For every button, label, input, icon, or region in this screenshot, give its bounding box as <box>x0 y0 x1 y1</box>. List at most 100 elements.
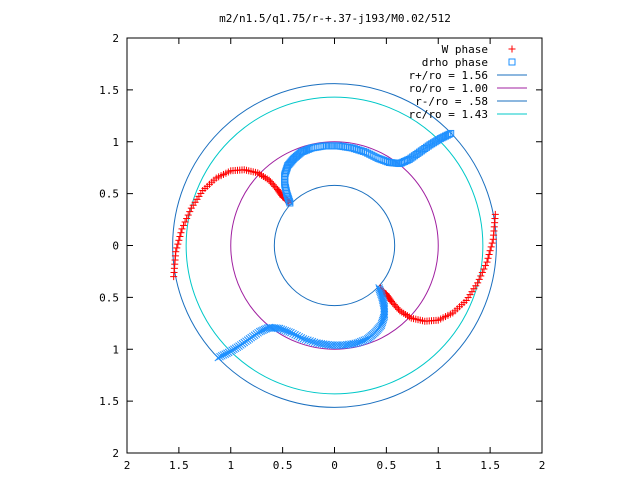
point-2-19-shape <box>447 129 455 137</box>
point-3-10-3-b <box>306 337 314 345</box>
point-3-11-4-b <box>291 330 299 339</box>
point-1-1-5 <box>484 254 492 262</box>
point-0-1-5 <box>177 229 185 237</box>
point-1-2-2 <box>480 265 488 273</box>
point-3-9-2-b <box>322 340 330 349</box>
point-3-0-4-b <box>377 290 386 299</box>
point-3-18-5 <box>216 352 224 361</box>
point-3-1 <box>378 293 387 302</box>
circle-7 <box>185 96 484 395</box>
x-tick-label-3: 0.5 <box>273 459 293 472</box>
axis-ticks: 2 1.5 1 0.5 0 0.5 1 1.5 221.510.500.511.52 <box>99 32 545 472</box>
point-3-10-1 <box>310 338 319 347</box>
point-3-0-5-b <box>377 291 386 300</box>
y-tick-label-1: 1.5 <box>99 84 119 97</box>
x-tick-label-5: 0.5 <box>376 459 396 472</box>
circle-4 <box>172 83 497 408</box>
point-3-2-5 <box>380 310 389 319</box>
x-tick-label-1: 1.5 <box>169 459 189 472</box>
point-3-10-4-b <box>304 336 312 345</box>
point-0-1-2 <box>174 240 182 248</box>
y-tick-label-5: 0.5 <box>99 291 119 304</box>
point-3-1-2 <box>379 296 387 305</box>
point-3-10-b <box>313 339 321 347</box>
point-3-10-2-b <box>308 337 317 346</box>
point-3-11-4 <box>291 330 299 339</box>
point-2-10-1 <box>350 145 358 153</box>
legend-sample-0 <box>508 45 516 53</box>
point-3-11-1 <box>297 333 306 342</box>
point-2-10-3 <box>355 146 363 154</box>
point-1-1-2 <box>487 243 495 251</box>
x-tick-label-8: 2 <box>539 459 546 472</box>
legend-sample-1-shape <box>508 58 516 66</box>
point-3-9-1-b <box>324 340 332 349</box>
point-3-10-1-b <box>310 338 319 347</box>
x-tick-label-7: 1.5 <box>480 459 500 472</box>
point-2-19 <box>447 129 455 137</box>
point-3-10-3 <box>306 337 314 345</box>
legend-label-3: ro/ro = 1.00 <box>409 82 488 95</box>
point-3-11-5-b <box>289 329 297 338</box>
point-3-12-3-b <box>281 326 290 335</box>
point-3-0-2-b <box>376 287 385 296</box>
x-tick-label-6: 1 <box>435 459 442 472</box>
legend-label-2: r+/ro = 1.56 <box>409 69 488 82</box>
point-3-1-2-b <box>379 296 387 305</box>
point-3-1-1 <box>378 295 387 303</box>
point-1-1-3 <box>486 247 494 255</box>
point-3-12-2-b <box>283 327 291 336</box>
point-1-1-1 <box>488 239 496 247</box>
point-2-12-5-shape <box>384 158 392 166</box>
point-3-1-b <box>378 293 387 302</box>
point-3-11-3 <box>293 331 302 340</box>
chart-title: m2/n1.5/q1.75/r-+.37-j193/M0.02/512 <box>219 12 451 25</box>
point-3-11-1-b <box>297 333 306 342</box>
point-2-10-4-shape <box>357 147 365 155</box>
point-3-11-2 <box>295 332 304 341</box>
point-1-1 <box>489 235 497 243</box>
point-3-11 <box>299 335 308 343</box>
point-2-10-2 <box>353 145 361 153</box>
point-3-9-5-b <box>315 339 323 348</box>
y-tick-label-7: 1.5 <box>99 395 119 408</box>
point-3-10-5 <box>301 335 310 344</box>
point-0-2-1 <box>180 221 188 229</box>
point-2-10-1-shape <box>350 145 358 153</box>
point-1-2 <box>483 258 491 266</box>
point-0-2 <box>178 225 186 233</box>
point-2-10-2-shape <box>353 145 361 153</box>
point-3-12-1-b <box>285 328 293 336</box>
point-0-2-4 <box>184 211 192 219</box>
phase-markers <box>170 129 499 362</box>
point-3-11-2-b <box>295 332 304 341</box>
point-0-2-5 <box>186 208 194 216</box>
point-0-1-3 <box>175 236 183 244</box>
point-0-1-4 <box>176 233 184 241</box>
y-tick-label-3: 0.5 <box>99 188 119 201</box>
x-tick-label-0: 2 <box>124 459 131 472</box>
point-2-10-3-shape <box>355 146 363 154</box>
point-1-2-4 <box>477 272 485 280</box>
y-tick-label-0: 2 <box>112 32 119 45</box>
reference-circles <box>172 83 497 408</box>
point-3-11-b <box>299 335 308 343</box>
point-0-2-3 <box>183 215 191 223</box>
point-3-0-1-b <box>375 285 384 294</box>
point-3-0-b <box>375 284 383 292</box>
point-3-1-3-b <box>379 298 388 306</box>
point-2-10 <box>348 144 356 152</box>
point-3-9-b <box>326 341 335 349</box>
y-tick-label-6: 1 <box>112 343 119 356</box>
point-3-0-3-b <box>376 288 385 297</box>
point-3-11-3-b <box>293 331 302 340</box>
y-tick-label-2: 1 <box>112 136 119 149</box>
point-2-10-shape <box>348 144 356 152</box>
legend-sample-1 <box>508 58 516 66</box>
point-3-13-5-b <box>267 323 275 332</box>
point-3-9-3-b <box>319 340 328 348</box>
legend-label-4: r-/ro = .58 <box>415 95 488 108</box>
point-0-1-1 <box>173 244 181 252</box>
